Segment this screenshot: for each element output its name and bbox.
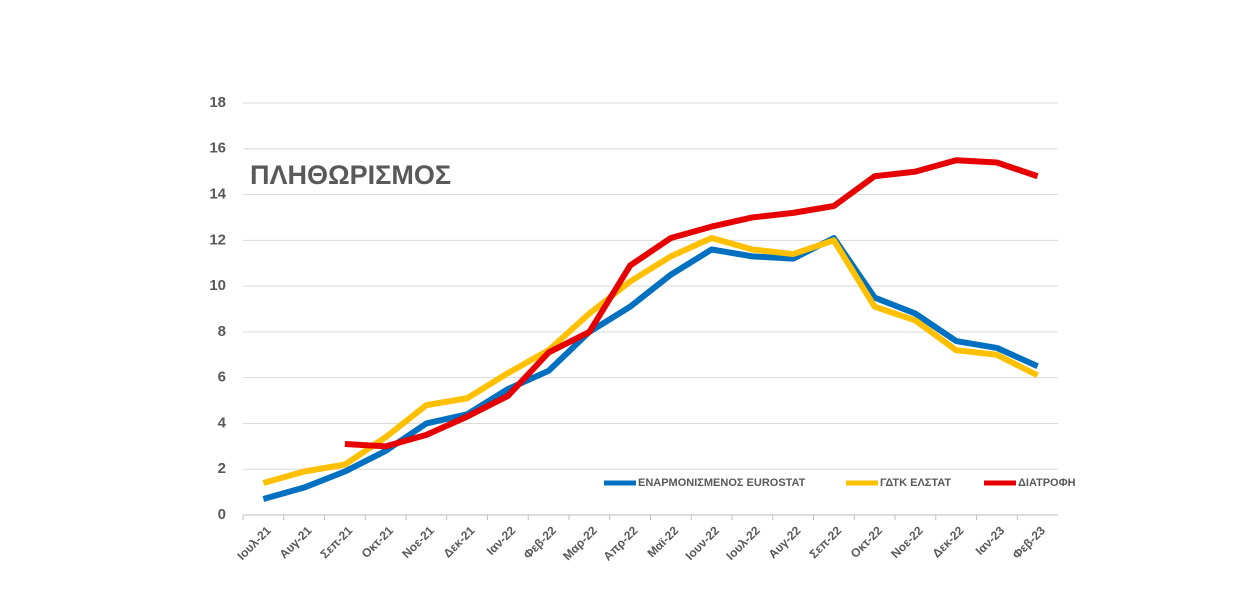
x-tick-label: Αυγ-21 bbox=[277, 523, 315, 561]
y-tick-label: 2 bbox=[218, 460, 226, 477]
legend-label: ΕΝΑΡΜΟΝΙΣΜΕΝΟΣ EUROSTAT bbox=[638, 477, 806, 489]
x-tick-label: Οκτ-22 bbox=[848, 523, 886, 561]
series-line bbox=[262, 235, 1039, 502]
x-tick-label: Οκτ-21 bbox=[359, 523, 397, 561]
y-tick-label: 6 bbox=[218, 369, 226, 386]
x-tick-label: Απρ-22 bbox=[600, 523, 640, 563]
x-tick-label: Νοε-22 bbox=[888, 523, 926, 561]
x-tick-label: Σεπ-21 bbox=[317, 523, 355, 561]
x-tick-label: Ιαν-23 bbox=[973, 523, 1008, 558]
x-tick-label: Ιουλ-22 bbox=[723, 523, 763, 563]
y-tick-label: 4 bbox=[218, 414, 227, 431]
x-tick-label: Νοε-21 bbox=[399, 523, 437, 561]
x-tick-label: Αυγ-22 bbox=[766, 523, 804, 561]
y-tick-label: 14 bbox=[209, 186, 226, 203]
y-tick-label: 0 bbox=[218, 506, 226, 523]
series-line bbox=[262, 235, 1039, 486]
y-tick-label: 8 bbox=[218, 323, 226, 340]
series-line bbox=[344, 157, 1039, 450]
y-tick-label: 12 bbox=[209, 231, 226, 248]
legend-label: ΔΙΑΤΡΟΦΗ bbox=[1018, 477, 1076, 489]
x-tick-label: Σεπ-22 bbox=[806, 523, 844, 561]
x-tick-label: Ιουλ-21 bbox=[234, 523, 274, 563]
x-tick-label: Δεκ-22 bbox=[929, 523, 966, 560]
legend-label: ΓΔΤΚ ΕΛΣΤΑΤ bbox=[880, 477, 951, 489]
y-tick-label: 16 bbox=[209, 140, 226, 157]
x-tick-label: Δεκ-21 bbox=[440, 523, 477, 560]
x-tick-label: Μαϊ-22 bbox=[644, 523, 681, 560]
chart-title: ΠΛΗΘΩΡΙΣΜΟΣ bbox=[250, 160, 451, 190]
y-tick-label: 18 bbox=[209, 94, 226, 111]
x-tick-label: Φεβ-23 bbox=[1010, 523, 1049, 562]
x-tick-label: Ιαν-22 bbox=[484, 523, 519, 558]
x-tick-label: Φεβ-22 bbox=[521, 523, 560, 562]
x-tick-label: Ιουν-22 bbox=[683, 523, 723, 563]
x-tick-label: Μαρ-22 bbox=[560, 523, 600, 563]
y-tick-label: 10 bbox=[209, 277, 226, 294]
